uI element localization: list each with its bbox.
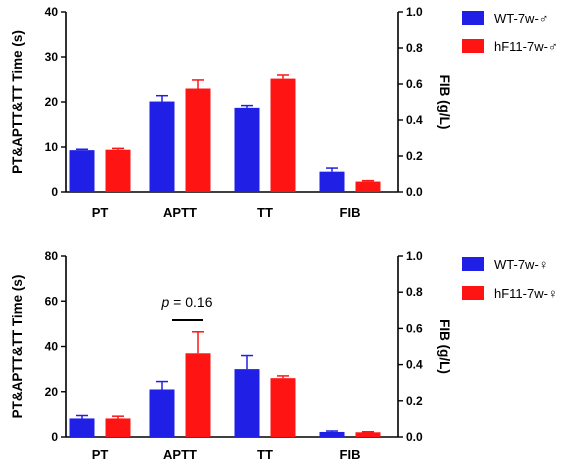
bar xyxy=(105,418,131,437)
x-tick-label: PT xyxy=(92,205,109,220)
y2-tick-label: 0.2 xyxy=(406,394,423,408)
legend-swatch xyxy=(462,11,484,25)
y-tick-label: 0 xyxy=(51,185,58,199)
bar xyxy=(355,432,381,437)
bar xyxy=(270,78,296,192)
y-axis-label: PT&APTT&TT Time (s) xyxy=(10,30,25,174)
bar xyxy=(234,107,260,192)
bar xyxy=(69,150,95,192)
bar xyxy=(319,171,345,192)
legend-label: WT-7w-♀ xyxy=(494,257,549,272)
bar xyxy=(319,431,345,437)
y2-tick-label: 0.4 xyxy=(406,358,423,372)
y-tick-label: 0 xyxy=(51,430,58,444)
y2-tick-label: 0.8 xyxy=(406,41,423,55)
bar xyxy=(185,353,211,437)
y-axis-label: PT&APTT&TT Time (s) xyxy=(10,275,25,419)
y2-tick-label: 0.0 xyxy=(406,185,423,199)
bar xyxy=(105,149,131,192)
x-tick-label: TT xyxy=(257,205,273,220)
y2-tick-label: 0.8 xyxy=(406,285,423,299)
bar xyxy=(69,418,95,437)
legend-swatch xyxy=(462,257,484,271)
y2-tick-label: 0.6 xyxy=(406,77,423,91)
y2-tick-label: 0.0 xyxy=(406,430,423,444)
bar xyxy=(185,88,211,192)
bar xyxy=(149,101,175,192)
x-tick-label: TT xyxy=(257,447,273,462)
x-tick-label: FIB xyxy=(340,205,361,220)
y-tick-label: 40 xyxy=(45,5,59,19)
y2-tick-label: 0.6 xyxy=(406,321,423,335)
legend-swatch xyxy=(462,286,484,300)
y-tick-label: 30 xyxy=(45,50,59,64)
p-value-annotation: p = 0.16 xyxy=(161,294,213,310)
bar xyxy=(149,389,175,437)
chart-panel-1: 0 10 20 30 40 0.0 0.2 0.4 0.6 0.8 1.0 PT&APTT&TT Ti… xyxy=(10,5,558,220)
y-tick-label: 60 xyxy=(45,294,59,308)
x-tick-label: APTT xyxy=(163,447,197,462)
y-tick-label: 20 xyxy=(45,385,59,399)
bar xyxy=(234,369,260,437)
x-tick-label: FIB xyxy=(340,447,361,462)
y2-tick-label: 1.0 xyxy=(406,249,423,263)
bar xyxy=(355,181,381,192)
y2-tick-label: 0.4 xyxy=(406,113,423,127)
y-tick-label: 80 xyxy=(45,249,59,263)
y2-axis-label: FIB (g/L) xyxy=(437,319,452,374)
x-tick-label: APTT xyxy=(163,205,197,220)
bar xyxy=(270,378,296,437)
y-tick-label: 40 xyxy=(45,340,59,354)
chart-panel-2: 0 20 40 60 80 0.0 0.2 0.4 0.6 0.8 1.0 PT&APTT&TT Ti… xyxy=(10,249,558,462)
legend-label: WT-7w-♂ xyxy=(494,11,549,26)
x-tick-label: PT xyxy=(92,447,109,462)
legend-label: hF11-7w-♂ xyxy=(494,39,558,54)
y2-tick-label: 1.0 xyxy=(406,5,423,19)
y2-axis-label: FIB (g/L) xyxy=(437,75,452,130)
y2-tick-label: 0.2 xyxy=(406,149,423,163)
y-tick-label: 20 xyxy=(45,95,59,109)
y-tick-label: 10 xyxy=(45,140,59,154)
legend-swatch xyxy=(462,39,484,53)
legend-label: hF11-7w-♀ xyxy=(494,286,558,301)
